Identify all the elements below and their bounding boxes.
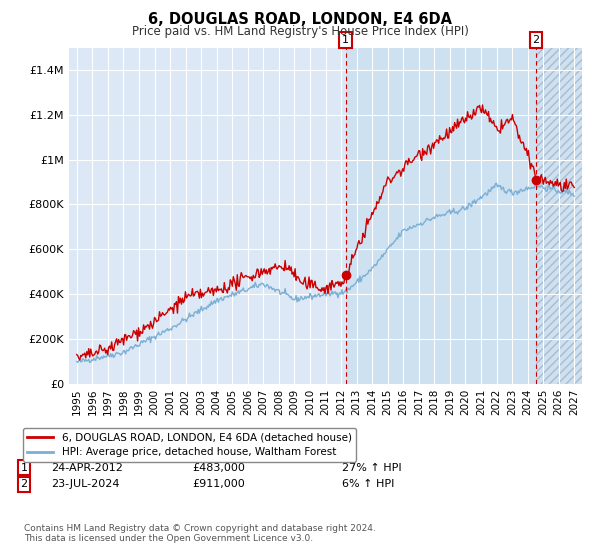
Text: 23-JUL-2024: 23-JUL-2024 <box>51 479 119 489</box>
Legend: 6, DOUGLAS ROAD, LONDON, E4 6DA (detached house), HPI: Average price, detached h: 6, DOUGLAS ROAD, LONDON, E4 6DA (detache… <box>23 428 356 461</box>
Bar <box>346 48 582 384</box>
Text: £911,000: £911,000 <box>192 479 245 489</box>
Text: 1: 1 <box>20 463 28 473</box>
Text: £483,000: £483,000 <box>192 463 245 473</box>
Text: 24-APR-2012: 24-APR-2012 <box>51 463 123 473</box>
Text: Price paid vs. HM Land Registry's House Price Index (HPI): Price paid vs. HM Land Registry's House … <box>131 25 469 38</box>
Text: Contains HM Land Registry data © Crown copyright and database right 2024.
This d: Contains HM Land Registry data © Crown c… <box>24 524 376 543</box>
Text: 27% ↑ HPI: 27% ↑ HPI <box>342 463 401 473</box>
Text: 2: 2 <box>20 479 28 489</box>
Text: 2: 2 <box>533 35 540 45</box>
Text: 1: 1 <box>342 35 349 45</box>
Text: 6, DOUGLAS ROAD, LONDON, E4 6DA: 6, DOUGLAS ROAD, LONDON, E4 6DA <box>148 12 452 27</box>
Text: 6% ↑ HPI: 6% ↑ HPI <box>342 479 394 489</box>
